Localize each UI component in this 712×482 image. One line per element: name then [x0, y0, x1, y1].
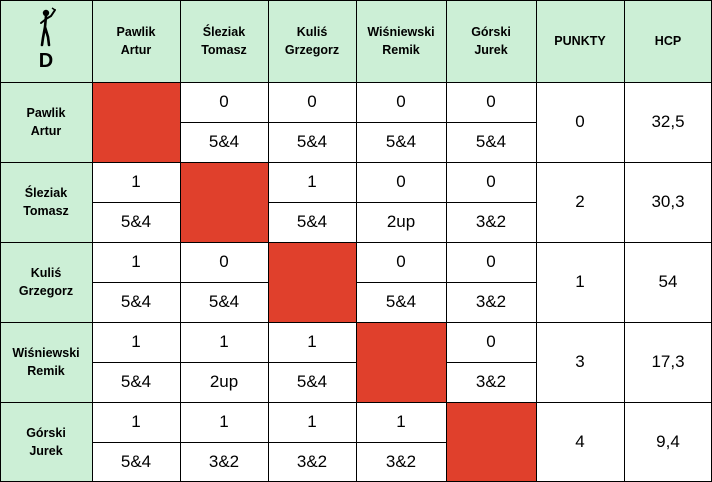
cell-divider: [180, 362, 268, 363]
blocked-cell: [268, 242, 356, 322]
cell-divider: [180, 442, 268, 443]
match-score: 2up: [356, 202, 446, 242]
match-score: 5&4: [92, 442, 180, 482]
blocked-cell: [180, 162, 268, 242]
match-point: 0: [180, 242, 268, 282]
match-point: 1: [92, 242, 180, 282]
grid-line: [356, 0, 357, 482]
match-point: 1: [92, 322, 180, 362]
match-score: 5&4: [92, 362, 180, 402]
cell-divider: [268, 202, 356, 203]
cell-divider: [446, 282, 536, 283]
match-point: 0: [356, 82, 446, 122]
cell-divider: [446, 362, 536, 363]
grid-line: [0, 0, 1, 482]
grid-line: [92, 0, 93, 482]
col-header-wisniewski: Wiśniewski Remik: [356, 0, 446, 82]
match-score: 5&4: [356, 282, 446, 322]
match-point: 0: [446, 322, 536, 362]
cell-divider: [356, 122, 446, 123]
golfer-icon: [40, 6, 56, 46]
cell-divider: [356, 202, 446, 203]
grid-line: [624, 0, 625, 482]
match-score: 5&4: [268, 122, 356, 162]
match-point: 1: [268, 402, 356, 442]
cell-divider: [446, 202, 536, 203]
match-point: 1: [268, 322, 356, 362]
match-score: 3&2: [446, 202, 536, 242]
row-header-player: Pawlik Artur: [0, 82, 92, 162]
points-value: 0: [536, 82, 624, 162]
points-value: 4: [536, 402, 624, 482]
points-value: 3: [536, 322, 624, 402]
cell-divider: [180, 122, 268, 123]
match-point: 0: [446, 242, 536, 282]
match-point: 0: [180, 82, 268, 122]
grid-line: [268, 0, 269, 482]
col-header-punkty: PUNKTY: [536, 0, 624, 82]
match-score: 3&2: [180, 442, 268, 482]
cell-divider: [268, 122, 356, 123]
cell-divider: [268, 362, 356, 363]
group-letter: D: [38, 49, 54, 72]
match-point: 0: [356, 162, 446, 202]
cell-divider: [92, 442, 180, 443]
match-score: 5&4: [268, 202, 356, 242]
points-value: 2: [536, 162, 624, 242]
cell-divider: [92, 202, 180, 203]
grid-line: [180, 0, 181, 482]
col-header-hcp: HCP: [624, 0, 712, 82]
row-header-player: Śleziak Tomasz: [0, 162, 92, 242]
hcp-value: 30,3: [624, 162, 712, 242]
match-score: 3&2: [356, 442, 446, 482]
hcp-value: 17,3: [624, 322, 712, 402]
hcp-value: 9,4: [624, 402, 712, 482]
hcp-value: 54: [624, 242, 712, 322]
col-header-pawlik: Pawlik Artur: [92, 0, 180, 82]
match-point: 1: [92, 402, 180, 442]
grid-line: [446, 0, 447, 482]
cell-divider: [180, 282, 268, 283]
row-header-player: Górski Jurek: [0, 402, 92, 482]
match-score: 3&2: [268, 442, 356, 482]
match-score: 2up: [180, 362, 268, 402]
cell-divider: [92, 362, 180, 363]
match-score: 5&4: [356, 122, 446, 162]
match-point: 0: [268, 82, 356, 122]
match-point: 1: [180, 402, 268, 442]
match-point: 1: [92, 162, 180, 202]
match-score: 3&2: [446, 362, 536, 402]
hcp-value: 32,5: [624, 82, 712, 162]
match-point: 1: [356, 402, 446, 442]
match-score: 5&4: [268, 362, 356, 402]
col-header-kulis: Kuliś Grzegorz: [268, 0, 356, 82]
row-header-player: Kuliś Grzegorz: [0, 242, 92, 322]
points-value: 1: [536, 242, 624, 322]
row-header-player: Wiśniewski Remik: [0, 322, 92, 402]
match-point: 1: [268, 162, 356, 202]
cell-divider: [268, 442, 356, 443]
cell-divider: [356, 442, 446, 443]
match-point: 1: [180, 322, 268, 362]
blocked-cell: [356, 322, 446, 402]
match-point: 0: [356, 242, 446, 282]
match-score: 5&4: [92, 282, 180, 322]
match-point: 0: [446, 82, 536, 122]
cell-divider: [446, 122, 536, 123]
match-score: 5&4: [446, 122, 536, 162]
col-header-sleziak: Śleziak Tomasz: [180, 0, 268, 82]
corner-cell: D: [0, 0, 92, 82]
cell-divider: [92, 282, 180, 283]
col-header-gorski: Górski Jurek: [446, 0, 536, 82]
blocked-cell: [92, 82, 180, 162]
match-score: 5&4: [180, 282, 268, 322]
match-score: 3&2: [446, 282, 536, 322]
blocked-cell: [446, 402, 536, 482]
match-score: 5&4: [180, 122, 268, 162]
match-point: 0: [446, 162, 536, 202]
cell-divider: [356, 282, 446, 283]
match-score: 5&4: [92, 202, 180, 242]
grid-line: [536, 0, 537, 482]
